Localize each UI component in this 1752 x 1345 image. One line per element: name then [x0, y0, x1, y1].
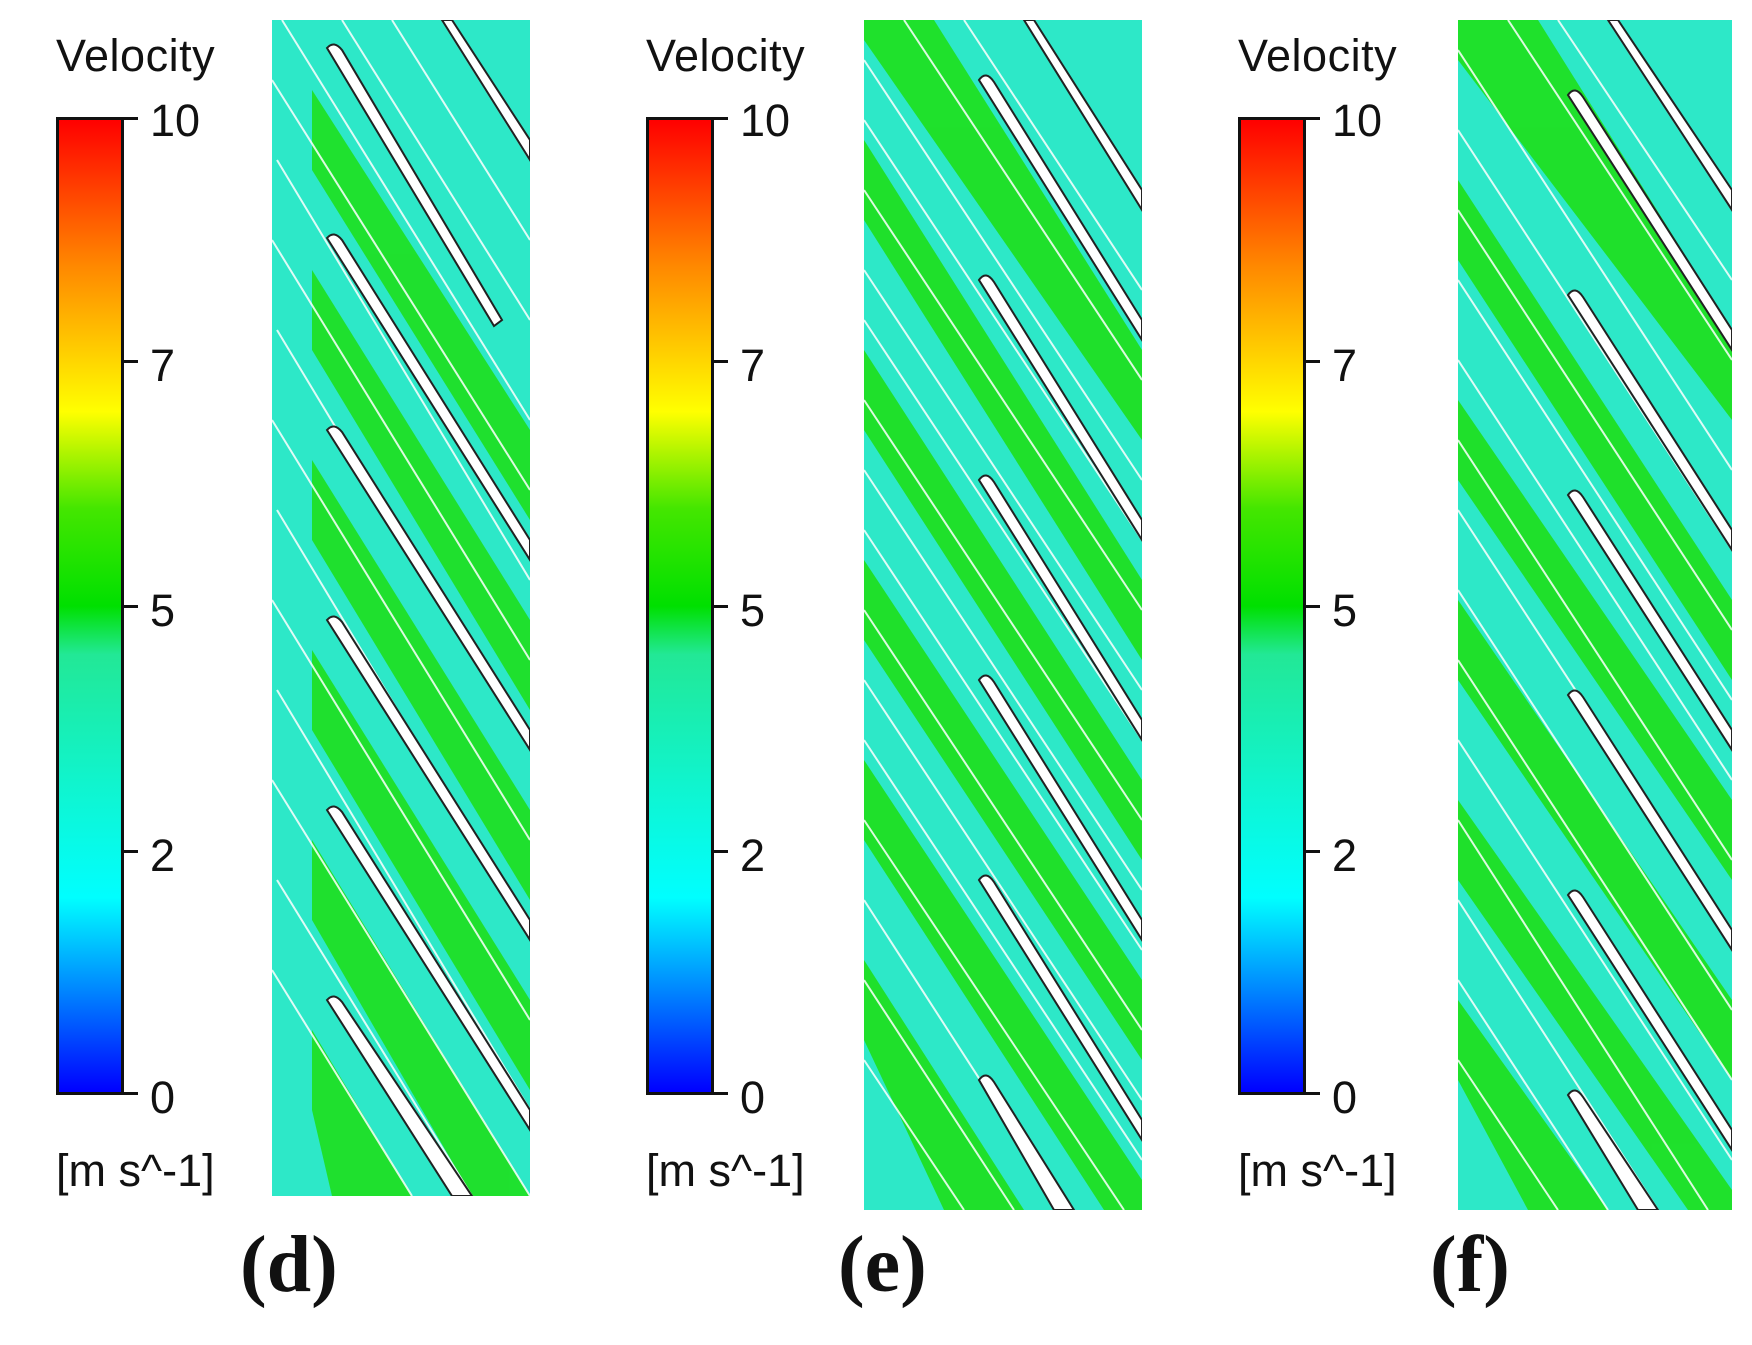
colorbar-tick-label: 5: [150, 585, 176, 636]
panel-caption: (e): [838, 1221, 927, 1309]
colorbar-tick: [1306, 117, 1320, 120]
colorbar-units: [m s^-1]: [56, 1145, 215, 1196]
colorbar-tick-label: 7: [740, 340, 766, 391]
colorbar-tick: [714, 605, 728, 608]
colorbar-tick: [124, 850, 138, 853]
colorbar-gradient: [56, 117, 124, 1095]
colorbar-tick: [1306, 605, 1320, 608]
colorbar-tick-label: 10: [150, 95, 201, 146]
colorbar-tick-label: 2: [1332, 830, 1358, 881]
colorbar-tick-label: 7: [1332, 340, 1358, 391]
colorbar-tick-label: 2: [150, 830, 176, 881]
colorbar-tick: [714, 850, 728, 853]
colorbar-tick-label: 0: [740, 1072, 766, 1123]
flow-field-e: [864, 20, 1142, 1210]
streamlines: [864, 20, 1142, 1210]
colorbar-tick: [124, 360, 138, 363]
panel-caption: (d): [240, 1221, 338, 1309]
flow-field-d: [272, 20, 530, 1196]
panel-e: Velocity 10 7 5 2 0 [m s^-1]: [584, 0, 1168, 1345]
blades: [325, 20, 530, 1196]
panel-d: Velocity 10 7 5 2 0 [m s^-1]: [0, 0, 584, 1345]
colorbar-gradient: [1238, 117, 1306, 1095]
colorbar-tick: [1306, 1092, 1320, 1095]
colorbar-gradient: [646, 117, 714, 1095]
colorbar-title: Velocity: [56, 30, 216, 81]
colorbar-tick: [714, 117, 728, 120]
colorbar-tick-label: 10: [740, 95, 791, 146]
colorbar-tick: [124, 605, 138, 608]
green-band: [1458, 20, 1732, 1210]
colorbar-tick: [1306, 360, 1320, 363]
colorbar-tick-label: 0: [150, 1072, 176, 1123]
panel-f: Velocity 10 7 5 2 0 [m s^-1]: [1168, 0, 1752, 1345]
colorbar-tick-label: 5: [740, 585, 766, 636]
blades: [1566, 20, 1732, 1210]
colorbar-tick-label: 5: [1332, 585, 1358, 636]
colorbar-tick: [714, 1092, 728, 1095]
colorbar-tick: [714, 360, 728, 363]
colorbar-title: Velocity: [646, 30, 806, 81]
panel-caption: (f): [1430, 1221, 1510, 1309]
blades: [977, 20, 1142, 1210]
colorbar-tick-label: 0: [1332, 1072, 1358, 1123]
green-band: [864, 20, 1142, 1210]
colorbar-tick-label: 10: [1332, 95, 1383, 146]
flow-field-f: [1458, 20, 1732, 1210]
colorbar-tick: [1306, 850, 1320, 853]
green-band: [312, 90, 530, 1196]
colorbar-title: Velocity: [1238, 30, 1398, 81]
colorbar-tick-label: 2: [740, 830, 766, 881]
colorbar-units: [m s^-1]: [1238, 1145, 1397, 1196]
colorbar-tick: [124, 1092, 138, 1095]
colorbar-tick: [124, 117, 138, 120]
colorbar-tick-label: 7: [150, 340, 176, 391]
colorbar-units: [m s^-1]: [646, 1145, 805, 1196]
